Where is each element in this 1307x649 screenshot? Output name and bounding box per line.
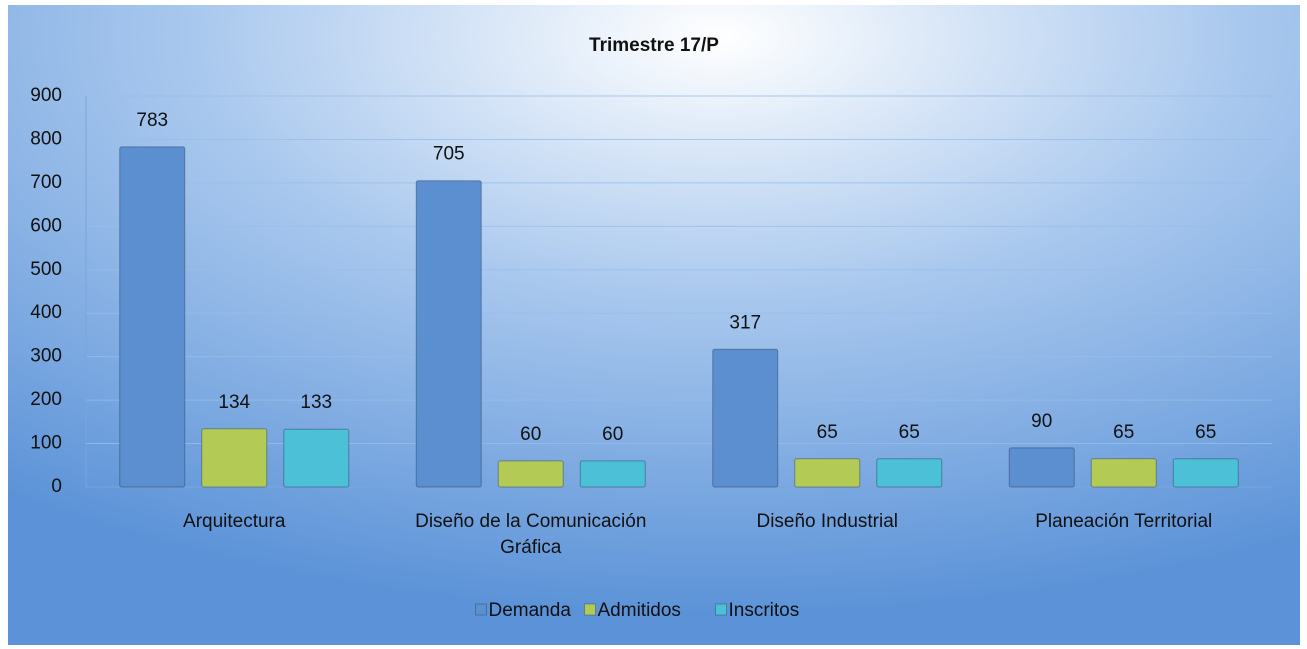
bar	[119, 146, 186, 488]
data-label: 60	[520, 424, 541, 445]
y-tick-label: 700	[30, 172, 62, 193]
y-tick-label: 300	[30, 346, 62, 367]
legend-swatch	[584, 603, 596, 616]
data-label: 90	[1031, 411, 1052, 432]
data-label: 60	[602, 424, 623, 445]
x-tick-label: Planeación Territorial	[1035, 511, 1213, 532]
bar	[283, 428, 350, 488]
y-tick-label: 400	[30, 302, 62, 323]
x-tick-label: Diseño de la Comunicación Gráfica	[415, 511, 647, 558]
bar	[497, 460, 564, 488]
chart-background	[8, 5, 1300, 645]
y-tick-label: 800	[30, 128, 62, 149]
bar	[876, 458, 943, 488]
y-tick-label: 0	[51, 476, 62, 497]
bar	[201, 428, 268, 488]
data-label: 65	[1113, 422, 1134, 443]
y-tick-label: 100	[30, 433, 62, 454]
data-label: 705	[433, 144, 465, 165]
y-tick-label: 500	[30, 259, 62, 280]
y-tick-label: 900	[30, 85, 62, 106]
legend-label: Demanda	[489, 600, 572, 621]
legend-label: Admitidos	[598, 600, 681, 621]
x-tick-label: Arquitectura	[183, 511, 286, 532]
bar	[712, 348, 779, 488]
legend-swatch	[715, 603, 727, 616]
legend-swatch	[475, 603, 487, 616]
data-label: 317	[729, 312, 761, 333]
chart-title: Trimestre 17/P	[589, 35, 719, 56]
data-label: 134	[218, 392, 250, 413]
data-label: 133	[300, 392, 332, 413]
bar	[1172, 458, 1239, 488]
data-label: 783	[136, 110, 168, 131]
bar	[415, 180, 482, 488]
data-label: 65	[817, 422, 838, 443]
data-label: 65	[899, 422, 920, 443]
bar	[1008, 447, 1075, 488]
bar	[579, 460, 646, 488]
legend-label: Inscritos	[729, 600, 800, 621]
y-tick-label: 600	[30, 215, 62, 236]
bar	[794, 458, 861, 488]
x-tick-label: Diseño Industrial	[756, 511, 899, 532]
data-label: 65	[1195, 422, 1216, 443]
bar	[1090, 458, 1157, 488]
y-tick-label: 200	[30, 389, 62, 410]
